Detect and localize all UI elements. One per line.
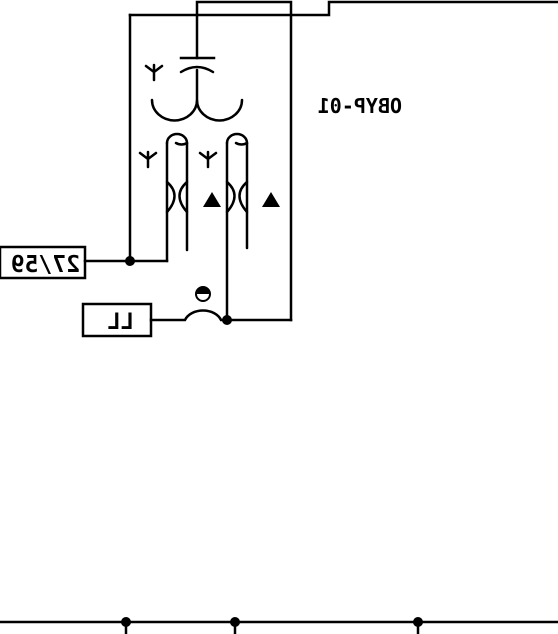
secondary-winding-left: [165, 132, 189, 263]
wye-connection-icon: [138, 150, 158, 169]
half-filled-circle-icon: [195, 286, 211, 302]
triangle-polarity-icon: [262, 192, 280, 207]
secondary-winding-right: [225, 132, 249, 322]
wye-connection-icon: [198, 150, 218, 169]
junction-dot: [125, 256, 135, 266]
live-line-wire: [149, 309, 293, 322]
voltage-relay-label: 27/59: [11, 252, 80, 278]
voltage-relay-terminal[interactable]: 27/59: [0, 245, 87, 280]
primary-winding: [150, 68, 244, 122]
bottom-bus: [0, 617, 558, 634]
device-label: OBYP-01: [318, 94, 402, 118]
capacitor-symbol: [179, 56, 216, 74]
junction-dot: [222, 315, 232, 325]
triangle-polarity-icon: [203, 192, 221, 207]
wye-connection-icon: [144, 63, 164, 82]
outer-wiring: [128, 0, 558, 322]
live-line-terminal[interactable]: LL: [81, 302, 153, 338]
live-line-label: LL: [108, 310, 135, 335]
